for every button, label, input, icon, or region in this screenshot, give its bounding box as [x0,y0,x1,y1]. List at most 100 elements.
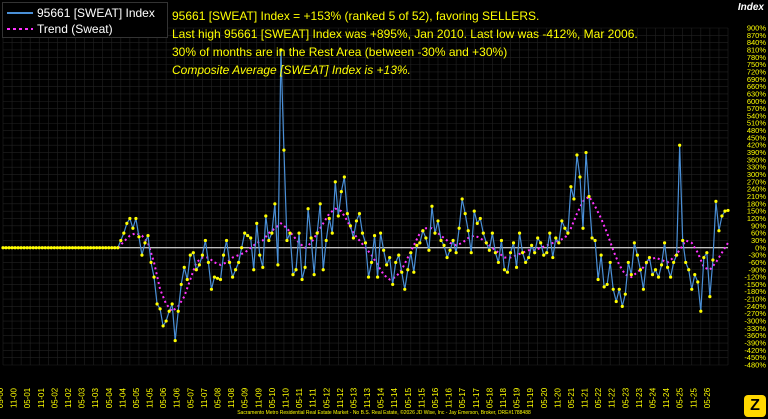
x-tick-label: 11-06 [173,388,182,408]
y-tick-label: -390% [744,339,766,348]
index-point [656,275,661,279]
index-point [158,307,162,311]
index-point [203,238,207,243]
x-tick-label: 05-23 [621,387,630,408]
index-point [348,224,352,228]
x-tick-label: 11-17 [472,388,481,408]
index-point [43,246,47,250]
index-point [282,148,286,152]
index-point [321,268,325,272]
index-point [566,231,570,235]
x-tick-label: 11-11 [309,388,318,408]
index-point [19,246,23,250]
y-tick-label: 300% [747,170,767,179]
index-point [234,268,238,272]
x-tick-label: 05-20 [540,387,549,408]
legend: 95661 [SWEAT] Index Trend (Sweat) [2,2,168,38]
y-tick-label: 780% [747,53,767,62]
index-point [647,255,652,260]
index-point [79,246,84,250]
index-point [258,253,262,257]
index-point [122,231,126,235]
y-tick-label: 540% [747,111,767,120]
index-point [82,246,87,250]
y-tick-label: 810% [747,45,767,54]
index-point [605,282,609,287]
index-point [61,246,66,250]
index-point [366,275,371,279]
x-tick-label: 05-00 [0,387,5,408]
index-point [623,292,627,296]
x-tick-label: 11-25 [689,388,698,408]
x-tick-label: 05-14 [377,387,386,408]
y-tick-label: -480% [744,361,766,370]
index-point [391,282,395,287]
index-point [357,211,362,216]
index-point [379,231,383,235]
index-point [662,241,667,245]
y-tick-label: -300% [744,317,766,326]
x-tick-label: 11-23 [635,388,644,408]
index-point [596,277,600,282]
y-tick-label: 210% [747,192,767,201]
index-point [191,251,195,255]
index-point [22,246,26,250]
x-tick-label: 11-01 [37,388,46,408]
y-tick-label: 660% [747,82,767,91]
index-point [424,236,428,240]
y-axis-labels: 900%870%840%810%780%750%720%690%660%630%… [744,24,766,370]
index-point [693,273,697,277]
x-tick-label: 11-04 [118,388,127,408]
y-tick-label: 60% [751,229,766,238]
index-point [164,319,168,323]
index-point [288,231,292,235]
x-tick-label: 05-01 [23,387,32,408]
index-point [397,253,401,257]
index-point [152,275,156,279]
index-point [1,246,5,250]
y-tick-label: 840% [747,38,767,47]
index-point [67,246,72,250]
y-tick-label: 870% [747,31,767,40]
index-point [237,260,241,265]
index-point [418,241,422,245]
index-point [457,226,461,230]
y-tick-label: 510% [747,119,767,128]
x-tick-label: 05-16 [431,387,440,408]
x-tick-label: 11-24 [662,388,671,408]
index-point [638,268,642,272]
index-point [101,246,105,250]
annotation-current: 95661 [SWEAT] Index = +153% (ranked 5 of… [172,9,540,23]
x-tick-label: 11-07 [200,388,209,408]
index-point [472,209,476,213]
index-point [363,241,368,245]
index-point [113,246,117,250]
index-point [37,246,41,250]
index-point [212,275,217,279]
index-point [285,238,289,243]
x-tick-label: 11-09 [254,388,263,408]
y-tick-label: 480% [747,126,767,135]
index-point [403,287,407,291]
footer-credit: Sacramento Metro Residential Real Estate… [237,410,531,416]
index-point [176,309,180,313]
index-point [140,253,144,257]
index-point [297,231,301,235]
y-tick-label: 30% [751,236,766,245]
index-point [185,277,189,282]
y-tick-label: 360% [747,155,767,164]
y-tick-label: 0% [755,243,766,252]
y-tick-label: 720% [747,67,767,76]
index-point [665,265,670,269]
index-point [273,202,277,206]
y-tick-label: 750% [747,60,767,69]
index-point [690,287,694,291]
index-point [25,246,29,250]
brand-logo: Z [744,395,766,417]
index-point [406,268,410,272]
x-tick-label: 05-13 [349,387,358,408]
index-point [659,263,664,267]
y-tick-label: -150% [744,280,766,289]
index-point [705,251,709,255]
index-point [128,216,132,221]
